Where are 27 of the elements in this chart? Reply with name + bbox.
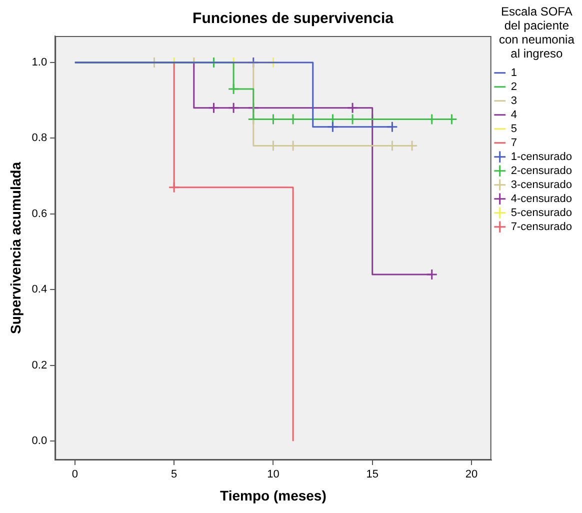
y-tick-label: 0.6 (32, 208, 48, 220)
legend-label: 5-censurado (510, 206, 572, 219)
y-tick-label: 0.4 (32, 284, 48, 296)
x-axis-title: Tiempo (meses) (220, 487, 326, 504)
legend-label: 3 (510, 94, 517, 107)
legend-label: 1 (510, 66, 517, 79)
y-tick-label: 0.8 (32, 132, 48, 144)
x-tick-label: 10 (267, 468, 280, 481)
x-tick-label: 0 (72, 468, 78, 481)
legend-label: 3-censurado (510, 178, 572, 191)
chart-title: Funciones de supervivencia (192, 10, 394, 28)
legend-label: 4-censurado (510, 192, 572, 205)
y-tick-label: 0.2 (32, 359, 48, 372)
legend-label: 2 (510, 80, 517, 93)
legend-label: 5 (510, 122, 517, 135)
legend-label: 1-censurado (510, 150, 572, 163)
x-tick-label: 15 (366, 468, 378, 481)
x-tick-label: 5 (171, 468, 178, 481)
legend-label: 4 (510, 108, 517, 121)
y-axis-title: Supervivencia acumulada (7, 162, 24, 334)
y-tick-label: 0.0 (32, 435, 48, 448)
legend-label: 2-censurado (510, 164, 572, 177)
legend-title: Escala SOFA del paciente con neumonia al ingreso (498, 4, 575, 60)
legend-label: 7-censurado (510, 220, 572, 233)
y-tick-label: 1.0 (32, 56, 48, 69)
x-tick-label: 20 (465, 468, 478, 481)
legend-label: 7 (510, 136, 517, 149)
